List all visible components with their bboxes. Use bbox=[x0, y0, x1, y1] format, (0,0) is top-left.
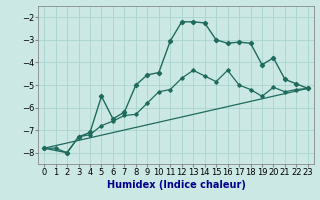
X-axis label: Humidex (Indice chaleur): Humidex (Indice chaleur) bbox=[107, 180, 245, 190]
